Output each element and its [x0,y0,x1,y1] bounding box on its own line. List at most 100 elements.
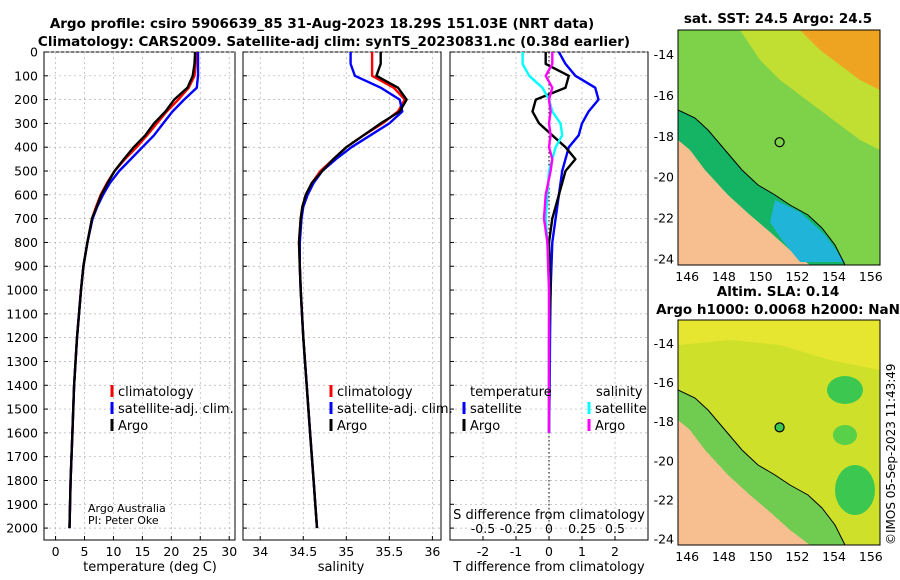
map-x-tick-label: 154 [822,549,846,564]
y-tick-label: 1400 [6,378,38,393]
x-tick-label: 36 [424,544,440,559]
sst-map-title: sat. SST: 24.5 Argo: 24.5 [684,11,872,27]
x-top-tick-label: 0.5 [605,521,625,536]
difference-legend: temperature salinity satellite Argo sate… [462,385,647,434]
legend-title-salinity: salinity [596,385,643,400]
legend-label-temp-satellite: satellite [470,402,522,417]
map-y-tick-label: -24 [654,251,674,266]
x-tick-label: 10 [106,544,122,559]
series-line-satellite-adj-clim- [298,52,404,529]
y-tick-label: 800 [14,235,38,250]
sst-map-cool-patch [770,200,845,262]
y-tick-label: 1600 [6,425,38,440]
series-line-temperature-argo [531,52,577,433]
x-top-tick-label: 0 [545,521,553,536]
x-top-tick-label: 0.25 [568,521,596,536]
legend-label-climatology: climatology [118,385,194,400]
legend-label-satellite: satellite-adj. clim. [118,402,234,417]
legend-label-argo: Argo [337,419,367,434]
map-x-tick-label: 152 [785,549,809,564]
series-line-argo [68,52,197,529]
map-y-tick-label: -20 [654,170,674,185]
map-y-tick-label: -16 [654,375,674,390]
y-tick-label: 200 [14,92,38,107]
legend-label-sal-argo: Argo [595,419,625,434]
map-y-tick-label: -18 [654,414,674,429]
y-tick-label: 0 [30,45,38,60]
x-tick-label: 20 [163,544,179,559]
x-tick-label: -1 [510,544,522,559]
sla-map-coastline [678,389,846,545]
series-line-climatology [68,52,198,529]
x-tick-label: 25 [192,544,208,559]
series-line-argo [297,52,408,529]
salinity-xlabel: salinity [318,560,365,575]
salinity-legend: climatology satellite-adj. clim. Argo [329,385,453,434]
credit-line-2: PI: Peter Oke [88,514,159,527]
credit-line-1: Argo Australia [88,502,166,515]
sla-map-eddy-2 [833,425,857,445]
sst-map-frame [677,29,881,266]
sla-map-eddy-3 [835,465,875,515]
map-x-tick-label: 152 [785,269,809,284]
x-tick-label: 30 [221,544,237,559]
legend-label-argo: Argo [118,419,148,434]
map-y-tick-label: -22 [654,211,674,226]
y-tick-label: 1800 [6,473,38,488]
temperature-legend: climatology satellite-adj. clim. Argo [110,385,234,434]
salinity-axes-frame [242,51,442,541]
difference-xlabel-top: S difference from climatology [453,508,645,523]
map-y-tick-label: -22 [654,493,674,508]
map-y-tick-label: -14 [654,47,674,62]
y-tick-label: 400 [14,140,38,155]
sst-map-warmest-region [800,30,880,90]
map-x-tick-label: 154 [822,269,846,284]
y-tick-label: 2000 [6,521,38,536]
map-y-tick-label: -16 [654,88,674,103]
sla-map-frame [677,319,881,546]
sla-map-title-line-1: Altim. SLA: 0.14 [717,284,839,300]
salinity-curves [297,52,408,529]
temperature-curves [68,52,200,529]
temperature-axes-frame [43,51,236,541]
y-tick-label: 1700 [6,449,38,464]
sst-map-coastline [678,109,846,265]
x-tick-label: 2 [611,544,619,559]
x-tick-label: -2 [477,544,489,559]
x-tick-label: 5 [81,544,89,559]
y-tick-label: 1200 [6,330,38,345]
map-x-tick-label: 156 [859,549,883,564]
x-tick-label: 34 [252,544,268,559]
x-top-tick-label: -0.25 [500,521,532,536]
x-tick-label: 35 [338,544,354,559]
legend-label-satellite: satellite-adj. clim. [337,402,453,417]
sla-argo-marker [774,422,785,433]
legend-title-temperature: temperature [470,385,552,400]
map-y-tick-label: -20 [654,453,674,468]
series-line-satellite-adj-clim- [68,52,200,529]
copyright-stamp: ©IMOS 05-Sep-2023 11:43:49 [884,363,898,545]
tick-layer: 0 5 10 15 20 25 30 34 34.5 35 35.5 36 -2 -1 0 1 20100200… [6,45,883,565]
y-tick-label: 500 [14,164,38,179]
difference-curves [521,52,600,433]
x-top-tick-label: -0.5 [471,521,495,536]
sla-map [678,320,880,545]
y-tick-label: 700 [14,211,38,226]
grid-layer [44,51,648,540]
series-line-salinity-argo [542,52,554,433]
sla-map-title-line-2: Argo h1000: 0.0068 h2000: NaN [656,302,900,318]
map-x-tick-label: 148 [712,269,736,284]
y-tick-label: 1500 [6,402,38,417]
sla-map-eddy-1 [827,376,863,404]
x-tick-label: 15 [134,544,150,559]
x-tick-label: 35.5 [375,544,403,559]
y-tick-label: 100 [14,68,38,83]
sla-map-ocean-base [678,320,880,545]
x-tick-label: 1 [578,544,586,559]
y-tick-label: 300 [14,116,38,131]
x-tick-label: 0 [545,544,553,559]
y-tick-label: 1900 [6,497,38,512]
map-y-tick-label: -14 [654,336,674,351]
sst-argo-marker [774,137,785,148]
